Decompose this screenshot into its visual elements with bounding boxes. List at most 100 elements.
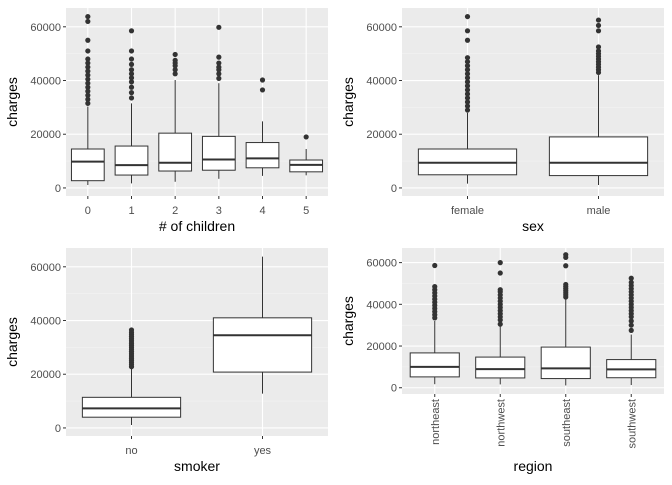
panel-1-box-0 [70,13,105,185]
panel-1-x-tick-label: 2 [172,205,178,217]
outlier-point [216,24,222,30]
outlier-point [497,321,503,327]
panel-3-x-tick-label: no [125,445,137,457]
outlier-point [128,56,135,62]
outlier-point [464,107,471,113]
panel-4-box-southeast [540,252,591,386]
outlier-point [464,79,471,85]
outlier-point [128,48,135,54]
panel-2-y-tick-label: 40000 [366,76,397,88]
outlier-point [85,56,91,62]
outlier-point [563,252,569,258]
outlier-point [628,327,634,333]
panel-3-group: 0 20000 40000 60000 no yes smoker charges [4,248,328,474]
box-iqr [548,136,649,177]
outlier-point [464,63,471,69]
panel-4-y-tick-label: 20000 [366,341,397,353]
outlier-point [128,71,135,77]
outlier-point [464,71,471,77]
outlier-point [303,134,309,140]
panel-1-y-tick-label: 20000 [30,129,61,141]
panel-4-x-tick-label: southwest [626,399,638,449]
panel-1-box-4 [245,77,280,176]
panel-2-group: 0 20000 40000 60000 female male sex charges [340,8,664,234]
panel-1-x-tick-label: 3 [216,205,222,217]
outlier-point [464,75,471,81]
box-iqr [158,132,193,172]
outlier-point [464,95,471,101]
outlier-point [85,13,91,20]
panel-2-x-axis-title: sex [522,218,544,234]
outlier-point [563,281,569,288]
outlier-point [464,55,471,61]
outlier-point [85,18,91,25]
outlier-point [464,59,471,65]
panel-4-box-northwest [475,260,526,385]
outlier-point [85,76,91,82]
outlier-point [595,17,602,23]
box-iqr [201,135,236,171]
outlier-point [432,262,438,269]
panel-4-y-tick-label: 0 [391,383,397,395]
outlier-point [128,79,135,85]
outlier-point [85,68,91,74]
outlier-point [85,37,91,43]
outlier-point [464,99,471,105]
outlier-point [464,103,471,109]
panel-3-y-tick-label: 0 [55,423,61,435]
panel-1-x-tick-label: 4 [259,205,265,217]
panel-3-x-axis-title: smoker [174,458,220,474]
outlier-point [464,87,471,93]
panel-1-box-3 [201,24,236,179]
box-iqr [70,148,105,182]
panel-2-box-female [417,13,518,184]
outlier-point [464,91,471,97]
outlier-point [128,61,135,67]
outlier-point [85,48,91,54]
panel-2-y-axis-title: charges [340,77,356,127]
outlier-point [563,263,569,269]
panel-3-y-axis-title: charges [4,317,20,367]
panel-4-x-axis-title: region [514,458,553,474]
panel-2-y-tick-label: 60000 [366,22,397,34]
outlier-point [85,84,91,90]
outlier-point [128,90,135,96]
outlier-point [259,87,266,93]
panel-2-y-tick-label: 0 [391,183,397,195]
outlier-point [464,37,471,43]
panel-2-y-tick-label: 20000 [366,129,397,141]
panel-2-box-male [548,17,649,185]
panel-2-x-tick-label: female [451,205,484,217]
box-iqr [114,145,149,176]
panel-3-y-tick-label: 60000 [30,262,61,274]
outlier-point [595,22,602,29]
panel-1-y-tick-label: 0 [55,183,61,195]
outlier-point [464,13,471,20]
panel-3-box-no [81,327,182,425]
outlier-point [628,322,634,328]
outlier-point [128,95,135,101]
outlier-point [628,318,634,324]
outlier-point [628,275,634,281]
box-iqr [289,159,324,173]
outlier-point [85,92,91,98]
outlier-point [497,270,503,276]
outlier-point [595,44,602,50]
panel-3-y-tick-label: 20000 [30,369,61,381]
panel-1-y-axis-title: charges [4,77,20,127]
outlier-point [595,48,602,54]
panel-1-box-5 [289,134,324,176]
outlier-point [172,67,178,73]
outlier-point [497,260,503,266]
panel-4-group: 0 20000 40000 60000 northeast northwest southe… [340,248,664,474]
panel-3-y-tick-label: 40000 [30,316,61,328]
outlier-point [497,287,503,293]
panel-3-box-yes [212,256,313,394]
outlier-point [128,28,135,34]
outlier-point [85,72,91,78]
panel-1-box-1 [114,28,149,184]
outlier-point [172,71,178,77]
outlier-point [216,75,222,81]
